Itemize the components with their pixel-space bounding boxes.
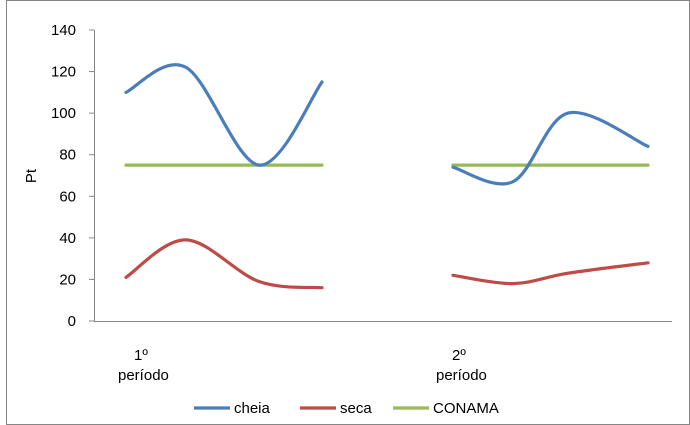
chart-border [6, 0, 690, 425]
data-point-seca [257, 280, 261, 284]
y-tick-label: 80 [59, 147, 76, 164]
series-line-cheia-group-1 [124, 63, 324, 167]
data-point-conama [511, 163, 515, 167]
data-point-cheia [511, 180, 515, 184]
y-tick-label: 60 [59, 188, 76, 205]
data-point-cheia [257, 163, 261, 167]
data-point-cheia [451, 165, 455, 169]
data-point-seca [511, 282, 515, 286]
data-point-seca [566, 271, 570, 275]
data-point-seca [320, 286, 324, 290]
y-tick-label: 100 [51, 105, 76, 122]
series-line-cheia-group-2 [451, 110, 650, 186]
data-point-cheia [184, 65, 188, 69]
x-category-label: período [118, 367, 169, 384]
data-point-seca [646, 261, 650, 265]
y-axis-ticks: 0 20 40 60 80 100 120 140 [51, 22, 94, 330]
legend-label-seca: seca [340, 400, 372, 417]
data-point-cheia [566, 111, 570, 115]
x-axis-category-labels: 1º período 2º período [118, 347, 487, 384]
data-point-conama [184, 163, 188, 167]
y-tick-label: 0 [68, 313, 76, 330]
legend-label-cheia: cheia [234, 400, 271, 417]
x-category-label: período [436, 367, 487, 384]
data-point-seca [124, 275, 128, 279]
data-point-seca [184, 238, 188, 242]
legend-label-conama: CONAMA [433, 400, 499, 417]
y-axis-title: Pt [23, 168, 40, 183]
series-line-seca-group-1 [124, 238, 324, 290]
series-line-seca-group-2 [451, 261, 650, 286]
y-tick-label: 40 [59, 230, 76, 247]
data-point-conama [646, 163, 650, 167]
data-point-seca [451, 273, 455, 277]
data-point-cheia [646, 144, 650, 148]
data-point-conama [320, 163, 324, 167]
x-category-label: 1º [134, 347, 148, 364]
y-tick-label: 20 [59, 271, 76, 288]
legend: cheia seca CONAMA [194, 400, 499, 417]
x-category-label: 2º [452, 347, 466, 364]
y-tick-label: 140 [51, 22, 76, 39]
series-layer [124, 63, 650, 290]
data-point-cheia [320, 80, 324, 84]
data-point-conama [124, 163, 128, 167]
data-point-conama [566, 163, 570, 167]
y-tick-label: 120 [51, 64, 76, 81]
data-point-cheia [124, 90, 128, 94]
